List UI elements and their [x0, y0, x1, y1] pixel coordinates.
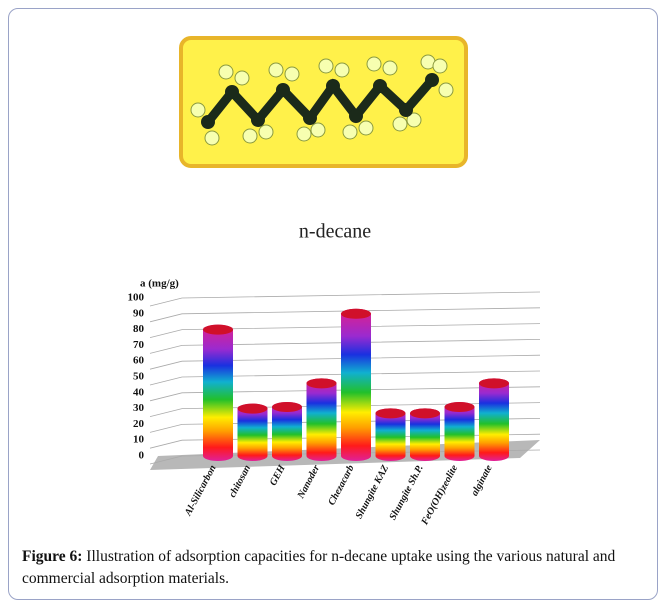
bar	[307, 378, 337, 461]
x-tick-label: Shungite Sh.P.	[387, 463, 425, 522]
plot: 0 10 20 30 40 50 60 70 80 90 100 Al-Silicarbon chito…	[128, 292, 541, 528]
y-tick-label: 30	[133, 402, 145, 414]
y-tick-label: 40	[133, 386, 145, 398]
y-tick-label: 70	[133, 339, 145, 351]
figure: n-decane a (mg/g) 0 10 20 30 40 50 60 70 80 90 100…	[0, 0, 664, 540]
bar	[203, 325, 233, 461]
x-tick-label: Chezacarb	[326, 463, 356, 507]
y-tick-label: 80	[133, 323, 145, 335]
y-tick-label: 10	[133, 434, 145, 446]
y-tick-label: 20	[133, 418, 145, 430]
bar-cap	[307, 378, 337, 388]
bar-cap	[203, 325, 233, 335]
x-tick-label: alginate	[469, 463, 495, 498]
y-tick-label: 50	[133, 371, 145, 383]
caption: Figure 6: Illustration of adsorption cap…	[22, 546, 658, 590]
x-tick-label: Shungite KAZ	[354, 463, 392, 520]
x-tick-label: Nanoder	[295, 463, 322, 501]
x-tick-label: chitosan	[227, 463, 253, 499]
x-tick-label: Al-Silicarbon	[182, 463, 218, 518]
y-tick-label: 100	[128, 292, 145, 304]
bar-cap	[272, 402, 302, 412]
bar	[479, 378, 509, 461]
bar-cap	[341, 309, 371, 319]
caption-text: Illustration of adsorption capacities fo…	[22, 548, 615, 587]
y-tick-label: 0	[139, 450, 145, 462]
chart-title: n-decane	[299, 221, 371, 243]
x-tick-label: FeO(OH)zeolite	[419, 463, 460, 528]
bar-cap	[238, 404, 268, 414]
y-tick-label: 60	[133, 355, 145, 367]
bar-cap	[410, 408, 440, 418]
y-axis-label: a (mg/g)	[140, 278, 179, 290]
molecule-image	[181, 38, 466, 166]
bar-cap	[376, 408, 406, 418]
grid-line	[150, 292, 540, 306]
bar-cap	[445, 402, 475, 412]
y-tick-label: 90	[133, 307, 145, 319]
bar	[341, 309, 371, 461]
caption-label: Figure 6:	[22, 548, 82, 565]
bar-cap	[479, 378, 509, 388]
